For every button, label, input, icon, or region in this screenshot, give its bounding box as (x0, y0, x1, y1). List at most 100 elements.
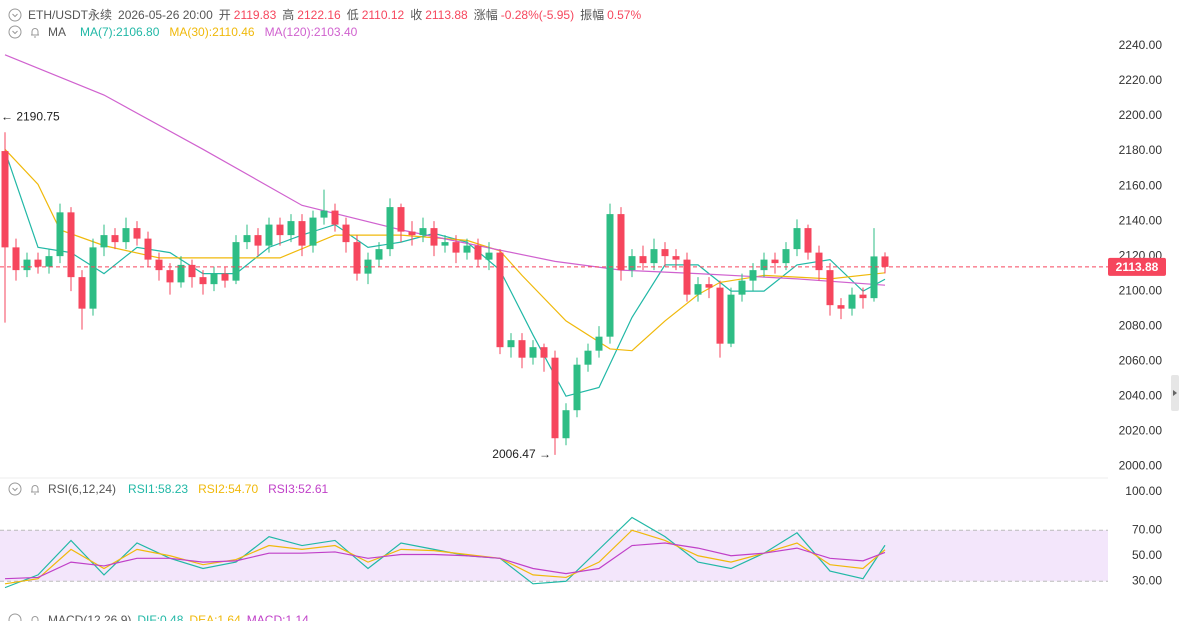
candle-body (760, 259, 768, 271)
info-value: 2119.83 (233, 7, 277, 22)
candle-body (452, 242, 460, 253)
macd-legend: MACD(12,26,9) DIF:0.48 DEA:1.64 MACD:1.14 (8, 613, 309, 621)
symbol: ETH/USDT永续 (28, 8, 113, 22)
candle-body (716, 287, 724, 344)
legend-entry: DEA:1.64 (189, 613, 241, 621)
candle-body (1, 151, 9, 248)
info-value: 2113.88 (425, 7, 468, 22)
ma-label: MA (48, 25, 66, 39)
scroll-arrow[interactable] (1173, 390, 1177, 396)
info-label: 低 (346, 8, 359, 22)
candle-body (606, 214, 614, 337)
candle-body (870, 256, 878, 299)
rsi-legend: RSI(6,12,24) RSI1:58.23 RSI2:54.70 RSI3:52… (8, 482, 332, 496)
candle-body (485, 252, 493, 260)
collapse-icon[interactable] (8, 25, 22, 39)
candle-body (122, 228, 130, 243)
candle-body (804, 228, 812, 253)
info-value: 2110.12 (361, 7, 405, 22)
candle-body (661, 249, 669, 257)
candle-body (529, 347, 537, 358)
legend-entry: RSI1:58.23 (128, 482, 189, 496)
candle-body (463, 245, 471, 253)
candle-body (793, 228, 801, 250)
last-price-box (1108, 257, 1166, 276)
y-tick-label: 2220.00 (1119, 73, 1163, 87)
candle-body (694, 284, 702, 295)
candle-body (111, 235, 119, 243)
candle-body (45, 256, 53, 267)
candle-body (881, 256, 889, 267)
y-tick-label: 2240.00 (1119, 38, 1163, 52)
max-annotation: ← 2190.75 (1, 109, 60, 123)
candle-body (12, 247, 20, 271)
info-label: 振幅 (580, 8, 605, 22)
candle-body (683, 259, 691, 295)
candle-body (441, 242, 449, 246)
candle-body (210, 273, 218, 285)
legend-entry: MA(7):2106.80 (80, 25, 160, 39)
candle-body (298, 221, 306, 246)
candle-body (705, 284, 713, 288)
ma-legend: MA MA(7):2106.80 MA(30):2110.46 MA(120):21… (8, 25, 361, 39)
candle-body (749, 270, 757, 281)
candle-body (166, 270, 174, 283)
legend-entry: MA(30):2110.46 (169, 25, 255, 39)
candle-body (100, 235, 108, 248)
y-tick-label: 2180.00 (1119, 143, 1163, 157)
candle-body (265, 224, 273, 246)
legend-entry: MACD:1.14 (246, 613, 309, 621)
info-label: 高 (282, 8, 295, 22)
rsi-title: RSI(6,12,24) (48, 482, 117, 496)
candle-body (78, 277, 86, 309)
candle-body (650, 249, 658, 264)
candle-body (89, 247, 97, 309)
candle-body (276, 224, 284, 236)
candle-body (496, 252, 504, 348)
y-tick-label: 70.00 (1132, 522, 1162, 536)
y-tick-label: 2000.00 (1119, 458, 1163, 472)
legend-entry: DIF:0.48 (137, 613, 184, 621)
candle-body (309, 217, 317, 246)
y-tick-label: 50.00 (1132, 548, 1162, 562)
candle-body (639, 256, 647, 264)
candle-body (188, 264, 196, 278)
candle-body (177, 264, 185, 283)
collapse-icon[interactable] (8, 482, 22, 496)
y-tick-label: 2080.00 (1119, 318, 1163, 332)
candle-body (859, 294, 867, 299)
candle-body (540, 347, 548, 358)
y-tick-label: 2140.00 (1119, 213, 1163, 227)
collapse-icon[interactable] (8, 613, 22, 621)
candle-body (199, 277, 207, 285)
candle-body (727, 294, 735, 344)
info-label: 涨幅 (473, 8, 498, 22)
alert-icon[interactable] (28, 613, 42, 621)
candle-body (738, 280, 746, 295)
candle-body (67, 212, 75, 278)
candle-body (34, 259, 42, 267)
alert-icon[interactable] (28, 482, 42, 496)
candle-body (617, 214, 625, 271)
info-value: 0.57% (607, 7, 642, 22)
line (4, 529, 886, 585)
min-annotation: 2006.47 → (492, 447, 551, 461)
candle-body (408, 231, 416, 236)
y-tick-label: 2100.00 (1119, 283, 1163, 297)
candle-body (848, 294, 856, 309)
candle-body (56, 212, 64, 257)
candle-body (573, 364, 581, 411)
candle-body (430, 228, 438, 246)
candle-body (331, 210, 339, 225)
candle-body (133, 228, 141, 239)
candle-body (551, 357, 559, 439)
candle-body (320, 210, 328, 218)
candle-body (397, 207, 405, 232)
alert-icon[interactable] (28, 25, 42, 39)
collapse-icon[interactable] (8, 8, 22, 22)
line (4, 542, 886, 580)
candle-body (419, 228, 427, 236)
candle-body (23, 259, 31, 271)
candle-body (287, 221, 295, 236)
